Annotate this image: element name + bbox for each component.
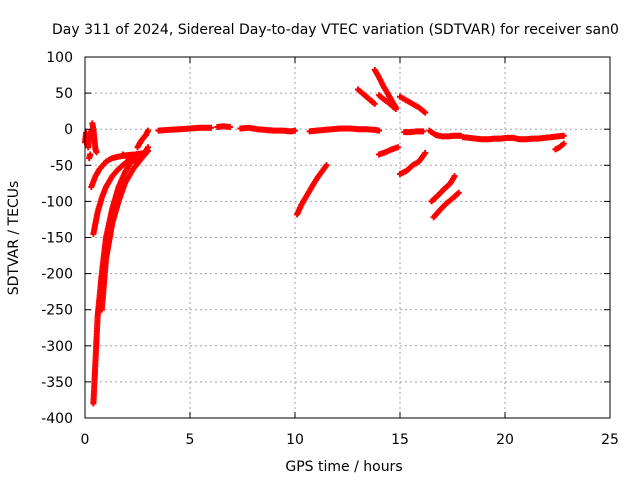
x-axis-label: GPS time / hours — [285, 459, 402, 475]
data-arc — [86, 151, 94, 162]
y-tick-label: 50 — [55, 86, 73, 102]
chart-title: Day 311 of 2024, Sidereal Day-to-day VTE… — [52, 22, 619, 38]
data-arc — [306, 125, 382, 135]
data-arc — [89, 120, 100, 156]
x-tick-label: 10 — [286, 432, 304, 448]
data-point — [560, 132, 567, 139]
data-arc — [90, 158, 135, 407]
data-point — [422, 150, 429, 157]
data-point — [93, 149, 100, 156]
data-point — [145, 147, 151, 154]
data-arc — [460, 132, 567, 143]
data-point — [455, 189, 462, 196]
y-tick-label: -300 — [41, 339, 73, 355]
data-arc — [237, 124, 298, 135]
tick-labels: 0 5 10 15 20 25 -400 -350 -300 -250 -200 -150 -100 -5… — [41, 50, 619, 448]
data-arc — [426, 127, 464, 140]
data-arc — [214, 123, 233, 131]
x-tick-label: 5 — [186, 432, 195, 448]
data-arc — [428, 173, 458, 205]
y-tick-label: -250 — [41, 303, 73, 319]
data-arc — [355, 86, 378, 107]
data-arc — [401, 128, 427, 136]
x-tick-label: 20 — [496, 432, 514, 448]
data-point — [292, 127, 298, 134]
data-point — [226, 124, 233, 131]
data-point — [376, 127, 382, 134]
data-arc — [119, 147, 151, 165]
data-arc — [376, 92, 399, 112]
y-tick-label: -350 — [41, 375, 73, 391]
data-arc — [397, 150, 429, 177]
y-tick-label: -50 — [50, 158, 73, 174]
data-arc — [371, 66, 399, 111]
x-tick-label: 25 — [601, 432, 619, 448]
y-tick-label: -400 — [41, 411, 73, 427]
data-point — [208, 124, 214, 131]
axis-ticks — [84, 56, 611, 419]
data-point — [394, 144, 401, 151]
y-tick-label: -100 — [41, 194, 73, 210]
x-tick-label: 15 — [391, 432, 409, 448]
data-arc — [294, 162, 330, 218]
y-axis-label: SDTVAR / TECUs — [6, 181, 22, 296]
data-point — [392, 105, 399, 112]
data-arc — [376, 144, 401, 158]
data-point — [87, 151, 94, 158]
y-tick-label: 100 — [46, 50, 73, 66]
y-tick-label: -150 — [41, 231, 73, 247]
data-markers — [82, 66, 567, 407]
data-point — [145, 127, 151, 134]
data-point — [451, 173, 458, 180]
data-point — [323, 162, 330, 169]
x-tick-label: 0 — [81, 432, 90, 448]
y-tick-label: -200 — [41, 267, 73, 283]
y-tick-label: 0 — [64, 122, 73, 138]
data-arc — [155, 124, 214, 134]
data-point — [422, 109, 429, 116]
data-point — [560, 140, 567, 147]
data-arc — [552, 140, 567, 153]
data-point — [420, 128, 427, 135]
data-arc — [397, 93, 429, 116]
data-arc — [90, 155, 139, 237]
data-point — [371, 100, 378, 107]
data-arc — [134, 127, 151, 151]
grid-lines — [85, 57, 610, 418]
data-arc — [430, 189, 462, 221]
